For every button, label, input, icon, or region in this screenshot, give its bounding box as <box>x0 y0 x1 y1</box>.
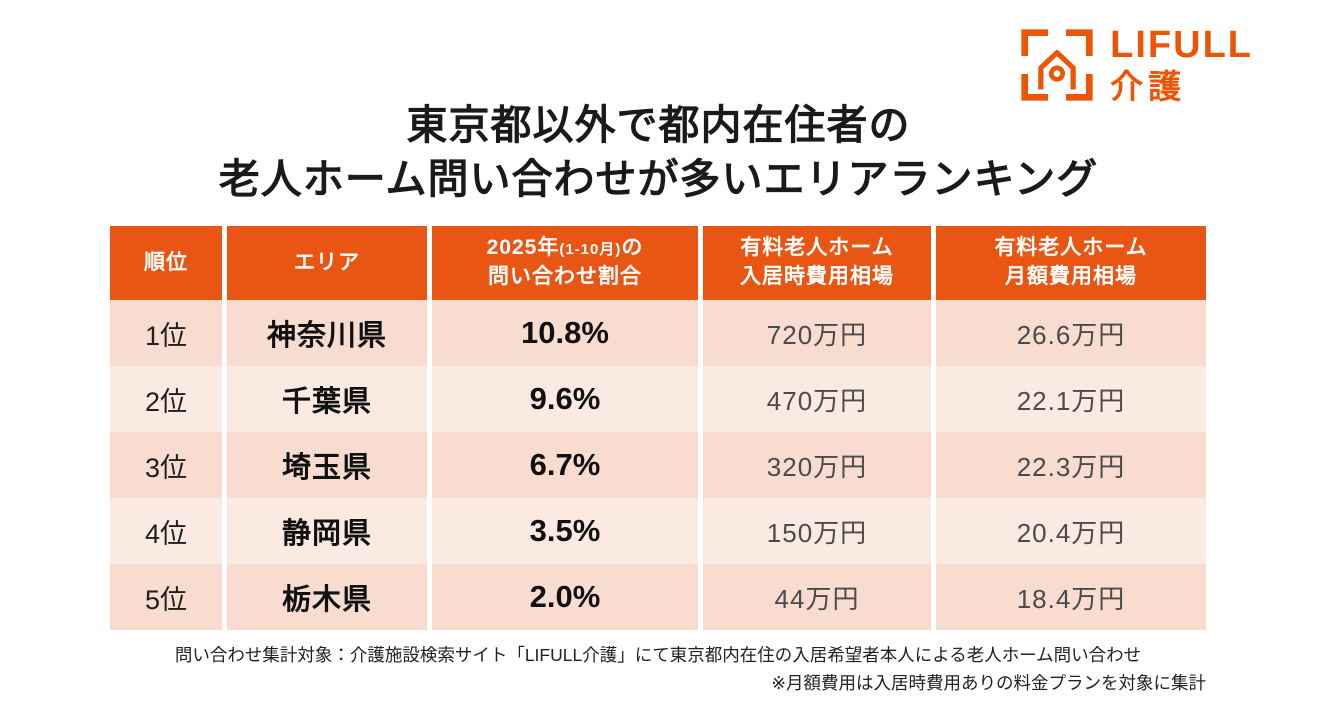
cell-move-in-cost: 320万円 <box>703 432 931 498</box>
header-move-in-cost-line-1: 有料老人ホーム <box>740 236 894 260</box>
cell-share: 3.5% <box>432 498 698 564</box>
cell-rank: 1位 <box>110 300 222 366</box>
cell-move-in-cost: 720万円 <box>703 300 931 366</box>
header-share-period: (1-10月) <box>559 241 622 259</box>
cell-share: 6.7% <box>432 432 698 498</box>
page-title-line-2: 老人ホーム問い合わせが多いエリアランキング <box>218 156 1099 203</box>
cell-area: 埼玉県 <box>227 432 427 498</box>
header-move-in-cost-line-2: 入居時費用相場 <box>740 265 894 288</box>
cell-monthly-cost: 18.4万円 <box>936 564 1206 630</box>
cell-area: 静岡県 <box>227 498 427 564</box>
header-monthly-cost: 有料老人ホーム 月額費用相場 <box>936 226 1206 300</box>
cell-area: 神奈川県 <box>227 300 427 366</box>
cell-share: 2.0% <box>432 564 698 630</box>
lifull-kaigo-logo: LIFULL 介護 <box>1019 26 1253 103</box>
header-monthly-cost-line-1: 有料老人ホーム <box>994 236 1148 260</box>
header-area-label: エリア <box>294 250 360 274</box>
header-monthly-cost-line-2: 月額費用相場 <box>1005 265 1137 288</box>
cell-move-in-cost: 150万円 <box>703 498 931 564</box>
cell-move-in-cost: 470万円 <box>703 366 931 432</box>
logo-service-label: 介護 <box>1110 68 1187 105</box>
lifull-house-icon <box>1021 28 1093 101</box>
cell-rank: 5位 <box>110 564 222 630</box>
header-area: エリア <box>227 226 427 300</box>
logo-brand-label: LIFULL <box>1110 24 1253 66</box>
header-share-year: 2025年 <box>486 236 560 260</box>
cell-rank: 4位 <box>110 498 222 564</box>
header-inquiry-share-line-2: 問い合わせ割合 <box>488 265 642 288</box>
header-rank: 順位 <box>110 226 222 300</box>
header-move-in-cost: 有料老人ホーム 入居時費用相場 <box>703 226 931 300</box>
cell-rank: 2位 <box>110 366 222 432</box>
ranking-table: 順位 エリア 2025年(1-10月)の 問い合わせ割合 有料老人ホーム 入居時… <box>110 226 1206 630</box>
cell-move-in-cost: 44万円 <box>703 564 931 630</box>
logo-text: LIFULL 介護 <box>1110 26 1253 103</box>
footnote-disclaimer: ※月額費用は入居時費用ありの料金プランを対象に集計 <box>771 673 1206 694</box>
header-inquiry-share-line-1: 2025年(1-10月)の <box>487 234 644 263</box>
cell-monthly-cost: 20.4万円 <box>936 498 1206 564</box>
cell-monthly-cost: 26.6万円 <box>936 300 1206 366</box>
page-title-line-1: 東京都以外で都内在住者の <box>406 102 911 148</box>
cell-area: 栃木県 <box>227 564 427 630</box>
page-title: 東京都以外で都内在住者の 老人ホーム問い合わせが多いエリアランキング <box>0 98 1317 206</box>
cell-share: 9.6% <box>432 366 698 432</box>
footnotes: 問い合わせ集計対象：介護施設検索サイト「LIFULL介護」にて東京都内在住の入居… <box>110 641 1206 698</box>
cell-share: 10.8% <box>432 300 698 366</box>
header-rank-label: 順位 <box>144 250 188 274</box>
cell-monthly-cost: 22.1万円 <box>936 366 1206 432</box>
header-share-particle: の <box>621 236 644 260</box>
footnote-source: 問い合わせ集計対象：介護施設検索サイト「LIFULL介護」にて東京都内在住の入居… <box>174 645 1142 665</box>
cell-rank: 3位 <box>110 432 222 498</box>
cell-monthly-cost: 22.3万円 <box>936 432 1206 498</box>
cell-area: 千葉県 <box>227 366 427 432</box>
header-inquiry-share: 2025年(1-10月)の 問い合わせ割合 <box>432 226 698 300</box>
